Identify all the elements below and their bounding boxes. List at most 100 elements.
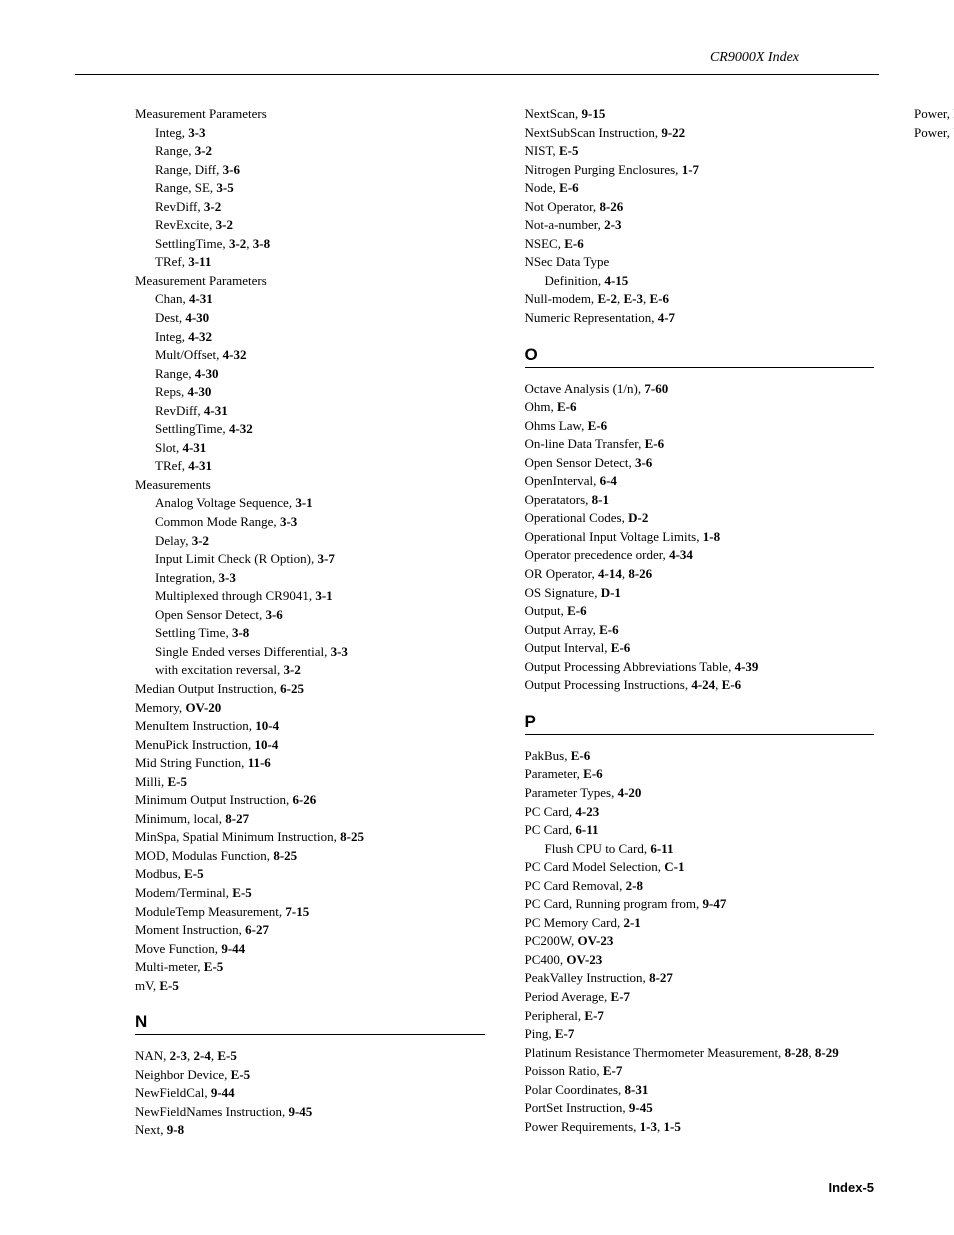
entry-ref: 8-28 <box>785 1045 809 1060</box>
index-entry: Memory, OV-20 <box>135 699 485 717</box>
entry-text: NSEC, <box>525 236 565 251</box>
entry-text: Peripheral, <box>525 1008 585 1023</box>
entry-ref: E-5 <box>232 885 252 900</box>
entry-ref: 3-2 <box>192 533 209 548</box>
index-entry: PC Card Removal, 2-8 <box>525 877 875 895</box>
index-entry: Chan, 4-31 <box>135 290 485 308</box>
entry-ref: E-5 <box>159 978 179 993</box>
entry-ref: E-3 <box>623 291 643 306</box>
index-entry: Range, 3-2 <box>135 142 485 160</box>
entry-text: OR Operator, <box>525 566 599 581</box>
entry-ref: E-7 <box>555 1026 575 1041</box>
entry-ref: E-6 <box>722 677 742 692</box>
entry-ref: E-2 <box>597 291 617 306</box>
entry-ref: 3-8 <box>232 625 249 640</box>
entry-ref: 1-7 <box>682 162 699 177</box>
entry-text: Integration, <box>155 570 219 585</box>
index-entry: Nitrogen Purging Enclosures, 1-7 <box>525 161 875 179</box>
index-entry: PC Card Model Selection, C-1 <box>525 858 875 876</box>
index-entry: Minimum Output Instruction, 6-26 <box>135 791 485 809</box>
entry-ref: 1-5 <box>664 1119 681 1134</box>
index-entry: Parameter Types, 4-20 <box>525 784 875 802</box>
index-entry: Output Processing Instructions, 4-24, E-… <box>525 676 875 694</box>
index-entry: Operational Codes, D-2 <box>525 509 875 527</box>
entry-text: Platinum Resistance Thermometer Measurem… <box>525 1045 785 1060</box>
index-entry: Next, 9-8 <box>135 1121 485 1139</box>
entry-ref: 1-3 <box>640 1119 657 1134</box>
entry-text: On-line Data Transfer, <box>525 436 645 451</box>
index-entry: RevExcite, 3-2 <box>135 216 485 234</box>
entry-ref: 3-6 <box>635 455 652 470</box>
index-entry: PC400, OV-23 <box>525 951 875 969</box>
index-entry: Ping, E-7 <box>525 1025 875 1043</box>
entry-text: Next, <box>135 1122 167 1137</box>
entry-ref: E-5 <box>217 1048 237 1063</box>
entry-text: Single Ended verses Differential, <box>155 644 331 659</box>
entry-ref: OV-23 <box>566 952 602 967</box>
index-entry: Operational Input Voltage Limits, 1-8 <box>525 528 875 546</box>
entry-ref: 10-4 <box>255 737 279 752</box>
entry-ref: 8-29 <box>815 1045 839 1060</box>
index-entry: Multiplexed through CR9041, 3-1 <box>135 587 485 605</box>
entry-text: Nitrogen Purging Enclosures, <box>525 162 682 177</box>
index-entry: Range, SE, 3-5 <box>135 179 485 197</box>
entry-ref: 8-27 <box>649 970 673 985</box>
index-entry: TRef, 4-31 <box>135 457 485 475</box>
index-entry: Open Sensor Detect, 3-6 <box>525 454 875 472</box>
entry-ref: 4-39 <box>735 659 759 674</box>
entry-ref: 3-3 <box>280 514 297 529</box>
entry-text: PortSet Instruction, <box>525 1100 629 1115</box>
entry-ref: E-5 <box>204 959 224 974</box>
entry-ref: 7-60 <box>644 381 668 396</box>
entry-text: Not-a-number, <box>525 217 605 232</box>
entry-ref: E-6 <box>559 180 579 195</box>
entry-ref: 11-6 <box>248 755 271 770</box>
entry-text: Modem/Terminal, <box>135 885 232 900</box>
entry-text: OpenInterval, <box>525 473 600 488</box>
index-entry: Polar Coordinates, 8-31 <box>525 1081 875 1099</box>
index-entry: MenuItem Instruction, 10-4 <box>135 717 485 735</box>
entry-ref: 3-2 <box>195 143 212 158</box>
entry-ref: 2-4 <box>194 1048 211 1063</box>
entry-text: Neighbor Device, <box>135 1067 231 1082</box>
entry-ref: 4-23 <box>575 804 599 819</box>
entry-text: PC Card, Running program from, <box>525 896 703 911</box>
index-entry: Definition, 4-15 <box>525 272 875 290</box>
entry-text: PC Card, <box>525 822 576 837</box>
entry-ref: E-7 <box>584 1008 604 1023</box>
entry-text: Flush CPU to Card, <box>545 841 651 856</box>
index-entry: Settling Time, 3-8 <box>135 624 485 642</box>
index-entry: Period Average, E-7 <box>525 988 875 1006</box>
entry-ref: 3-6 <box>265 607 282 622</box>
entry-text: Median Output Instruction, <box>135 681 280 696</box>
entry-ref: 1-8 <box>703 529 720 544</box>
entry-text: Chan, <box>155 291 189 306</box>
index-entry: Output Array, E-6 <box>525 621 875 639</box>
entry-text: ModuleTemp Measurement, <box>135 904 285 919</box>
entry-ref: 6-11 <box>575 822 598 837</box>
entry-ref: 9-15 <box>582 106 606 121</box>
entry-ref: 4-15 <box>604 273 628 288</box>
index-entry: Common Mode Range, 3-3 <box>135 513 485 531</box>
entry-ref: E-6 <box>588 418 608 433</box>
index-entry: Range, 4-30 <box>135 365 485 383</box>
entry-text: Range, Diff, <box>155 162 223 177</box>
index-entry: PC Memory Card, 2-1 <box>525 914 875 932</box>
entry-text: Output Interval, <box>525 640 611 655</box>
entry-ref: 8-25 <box>273 848 297 863</box>
index-entry: Numeric Representation, 4-7 <box>525 309 875 327</box>
entry-ref: 4-34 <box>669 547 693 562</box>
entry-text: Open Sensor Detect, <box>525 455 635 470</box>
entry-ref: 4-31 <box>189 291 213 306</box>
entry-text: Measurements <box>135 477 211 492</box>
index-entry: Operator precedence order, 4-34 <box>525 546 875 564</box>
entry-text: Ohm, <box>525 399 558 414</box>
entry-text: Modbus, <box>135 866 184 881</box>
index-entry: Neighbor Device, E-5 <box>135 1066 485 1084</box>
entry-text: NewFieldCal, <box>135 1085 211 1100</box>
entry-ref: 3-3 <box>219 570 236 585</box>
entry-ref: E-7 <box>603 1063 623 1078</box>
index-entry: TRef, 3-11 <box>135 253 485 271</box>
entry-text: NextScan, <box>525 106 582 121</box>
entry-text: Range, <box>155 366 195 381</box>
